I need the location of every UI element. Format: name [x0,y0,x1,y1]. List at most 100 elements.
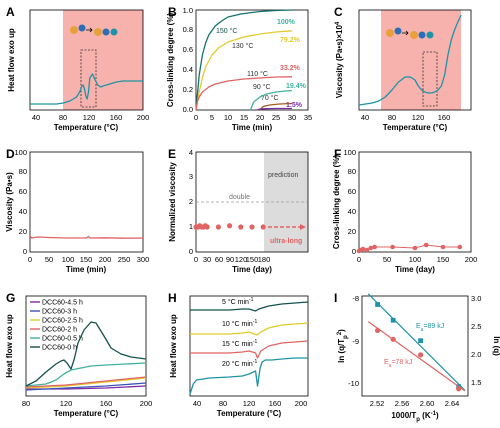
panel-b-series-line-5 [256,107,292,111]
panel-h-xtick-1: 80 [219,399,227,408]
panel-i-point-0-1 [390,317,396,323]
panel-b-xtick-3: 15 [240,113,248,122]
panel-e-ytick-2: 2 [189,197,193,206]
panel-b-series-line-1 [195,30,293,111]
panel-i-ytick-right-1: 2.0 [471,350,481,359]
panel-e: double prediction ultra-long Normalized … [168,148,309,274]
panel-i-ylabel-right: ln (q) [492,336,500,356]
panel-d-ytick-5: 100 [14,148,27,157]
panel-c-molecule-icon [386,27,434,39]
panel-g-series-line-2 [25,377,147,389]
panel-g-xlabel: Temperature (°C) [54,409,119,418]
panel-e-ytick-1: 1 [189,222,193,231]
panel-e-ylabel: Normalized viscosity [168,162,177,242]
panel-b-series-line-4 [259,102,293,111]
panel-d: Viscosity (Pa•s) Time (min) 0 20 40 60 8… [5,148,149,274]
panel-f-point-3 [364,247,370,253]
panel-i-point-1-3 [456,386,462,392]
legend-label-5: DCC60-0 h [42,345,77,352]
panel-d-xtick-1: 50 [45,255,53,264]
panel-e-xtick-0: 0 [194,255,198,264]
panel-a-molecule-icon [70,24,118,36]
panel-a-xtick-0: 40 [32,113,40,122]
panel-i-ylabel-left: ln (q/Tp2) [337,329,349,363]
panel-i-xlabel: 1000/Tp (K-1) [391,411,439,423]
panel-c-series-line-0 [358,14,462,106]
panel-h-xtick-0: 40 [193,399,201,408]
panel-b-ytick-1: 0.2 [183,85,193,94]
panel-f-frame [358,151,472,253]
panel-i-ytick-left-2: -10 [348,379,359,388]
panel-b-end-label-4: 1.5% [286,102,303,109]
panel-a-xtick-4: 200 [137,113,150,122]
panel-i-frame [361,295,469,397]
panel-d-xlabel: Time (min) [66,265,107,274]
panel-b-end-label-2: 33.2% [280,65,301,72]
panel-b-frame [195,9,309,111]
panel-h-rate-label-2: 15 °C min-1 [222,339,257,348]
panel-a-ylabel: Heat flow exo up [7,28,16,92]
panel-d-ytick-0: 0 [23,247,27,256]
panel-h-frame [189,295,309,397]
panel-b-ytick-0: 0.0 [183,105,193,114]
panel-b-ytick-2: 0.4 [183,65,193,74]
panel-i-xtick-2: 2.60 [420,399,435,408]
panel-c: Viscosity (Pa•s)×104 Temperature (°C) 40… [335,9,472,132]
panel-h-ylabel: Heat flow exo up [169,314,178,378]
panel-f-ylabel: Cross-linking degree (%) [332,155,341,250]
panel-a-xlabel: Temperature (°C) [54,123,119,132]
panel-e-ultra-long-label: ultra-long [270,238,302,245]
panel-f-point-7 [412,245,418,251]
panel-h: Heat flow exo up Temperature (°C) 40 80 … [169,295,309,418]
panel-f-xtick-1: 50 [383,255,391,264]
panel-b-curve-label-70: 70 °C [261,94,279,102]
panel-b-xtick-4: 20 [256,113,264,122]
panel-g-xtick-2: 160 [100,399,113,408]
panel-d-frame [29,151,144,253]
panel-a-xtick-1: 80 [59,113,67,122]
legend-label-0: DCC60-4.5 h [42,300,83,307]
panel-b-xtick-0: 0 [194,113,198,122]
panel-f-ytick-3: 60 [348,187,356,196]
panel-i-point-0-0 [375,302,380,307]
panel-g: Heat flow exo up Temperature (°C) 80 120… [5,295,153,418]
panel-i-xtick-1: 2.56 [395,399,410,408]
panel-i-xtick-0: 2.52 [370,399,385,408]
panel-d-ylabel: Viscosity (Pa•s) [5,172,14,232]
panel-e-ytick-3: 3 [189,172,193,181]
panel-i-ea-label-1: Ea=89 kJ [416,323,444,333]
panel-f: Cross-linking degree (%) Time (day) 0 20… [332,148,477,274]
panel-d-ytick-2: 40 [19,207,27,216]
panel-g-legend: DCC60-4.5 h DCC60-3 h DCC60-2.5 h DCC60-… [30,300,83,352]
panel-b-curve-label-90: 90 °C [253,83,271,91]
panel-f-ytick-5: 100 [343,148,356,157]
panel-g-xtick-3: 200 [140,399,153,408]
panel-f-xtick-2: 100 [409,255,422,264]
panel-a-dashed-box [80,49,97,108]
legend-label-2: DCC60-2.5 h [42,318,83,325]
legend-label-1: DCC60-3 h [42,309,77,316]
panel-e-ytick-4: 4 [189,148,193,157]
panel-e-point-8 [227,223,233,229]
panel-f-point-10 [457,244,463,250]
panel-label-b: B [168,5,177,19]
panel-c-dashed-box [422,51,438,107]
panel-e-xtick-2: 60 [215,255,223,264]
panel-i-ytick-left-1: -9 [352,337,359,346]
panel-label-d: D [6,147,15,161]
panel-d-xtick-4: 200 [99,255,112,264]
panel-e-point-6 [204,224,210,230]
panel-a-series-line-0 [30,73,143,105]
legend-label-3: DCC60-2 h [42,327,77,334]
panel-label-a: A [6,5,15,19]
panel-label-h: H [168,291,177,305]
panel-b-series-line-3 [249,89,293,111]
legend-label-4: DCC60-0.5 h [42,336,83,343]
panel-f-point-8 [423,242,429,248]
panel-h-series-line-0 [190,301,309,312]
panel-i-ea-label-2: Ea=78 kJ [384,359,412,369]
panel-d-ytick-3: 60 [19,187,27,196]
panel-d-xtick-6: 300 [137,255,150,264]
panel-c-frame [358,9,472,111]
panel-c-ylabel: Viscosity (Pa•s)×104 [335,21,344,98]
